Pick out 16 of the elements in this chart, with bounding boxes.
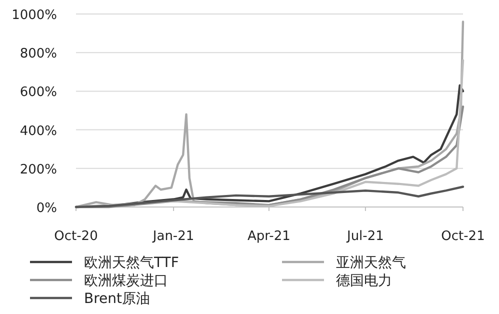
y-tick-label: 0% bbox=[36, 201, 57, 216]
y-tick-label: 600% bbox=[20, 85, 57, 100]
legend-label: 欧洲天然气TTF bbox=[84, 255, 179, 271]
y-tick-label: 400% bbox=[20, 124, 57, 139]
legend-label: 德国电力 bbox=[336, 273, 392, 289]
y-tick-label: 200% bbox=[20, 162, 57, 178]
legend-label: 亚洲天然气 bbox=[336, 255, 406, 271]
x-tick-label: Jan-21 bbox=[152, 229, 194, 244]
legend-label: 欧洲煤炭进口 bbox=[84, 273, 168, 289]
legend-label: Brent原油 bbox=[84, 291, 150, 307]
x-tick-label: Apr-21 bbox=[248, 229, 290, 244]
y-tick-label: 1000% bbox=[12, 8, 57, 23]
x-tick-label: Oct-21 bbox=[441, 229, 485, 244]
x-tick-label: Jul-21 bbox=[346, 229, 384, 244]
y-tick-label: 800% bbox=[20, 46, 57, 62]
x-tick-label: Oct-20 bbox=[54, 229, 98, 244]
